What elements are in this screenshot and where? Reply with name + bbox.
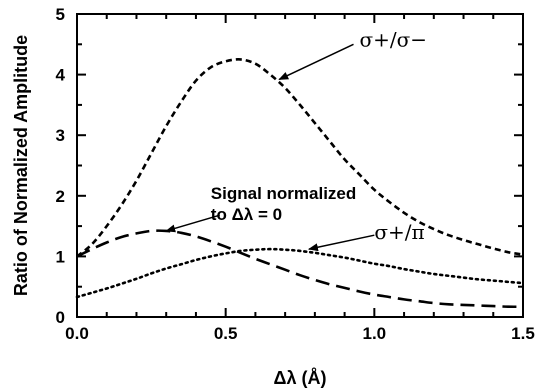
arrow-sigma-plus-sigma-minus — [278, 43, 354, 81]
annotation-signal-normalized: Signal normalized to Δλ = 0 — [211, 184, 356, 224]
axis-tick-labels: 0.0 0.5 1.0 1.5 0 1 2 3 4 5 — [56, 5, 535, 343]
y-tick-label: 2 — [56, 187, 65, 206]
series-layer — [75, 58, 525, 309]
annotation-sigma-plus-sigma-minus: σ+/σ− — [359, 27, 427, 51]
series-line-1 — [76, 58, 524, 258]
x-tick-label: 0.0 — [65, 324, 89, 343]
arrow-signal-normalized — [165, 214, 220, 233]
y-tick-label: 5 — [56, 5, 65, 24]
x-tick-label: 1.0 — [363, 324, 387, 343]
series-line-3 — [75, 247, 525, 299]
arrow-sigma-plus-pi — [307, 234, 375, 252]
x-tick-label: 0.5 — [214, 324, 238, 343]
axis-ticks — [76, 13, 524, 318]
x-axis-label: Δλ (Å) — [274, 368, 327, 388]
annotation-layer: σ+/σ− Signal normalized to Δλ = 0 σ+/π — [165, 27, 427, 252]
y-axis-label: Ratio of Normalized Amplitude — [11, 35, 31, 296]
y-tick-label: 0 — [56, 308, 65, 327]
y-tick-label: 4 — [56, 66, 66, 85]
annotation-sigma-plus-pi: σ+/π — [374, 220, 424, 244]
series-line-2 — [76, 229, 524, 309]
y-tick-label: 3 — [56, 126, 65, 145]
y-tick-label: 1 — [56, 247, 65, 266]
x-tick-label: 1.5 — [511, 324, 535, 343]
